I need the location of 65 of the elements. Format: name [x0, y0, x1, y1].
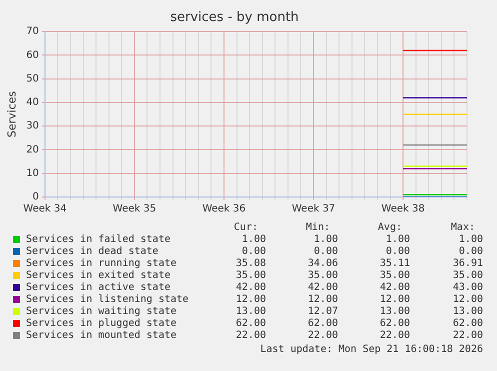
text: 1.00: [312, 234, 338, 245]
y-tick-label: 20: [26, 144, 39, 156]
text: Min:: [304, 222, 330, 233]
text: 12.00: [234, 294, 266, 305]
text: 12.00: [378, 294, 410, 305]
text: 0.00: [312, 246, 338, 257]
text: 35.00: [306, 270, 338, 281]
y-tick-label: 70: [26, 26, 39, 38]
legend-label: Services in dead state: [26, 246, 158, 257]
x-tick-label: Week 34: [23, 204, 67, 215]
x-tick-label: Week 36: [202, 204, 246, 215]
text: 34.06: [306, 258, 338, 269]
legend-label: Services in failed state: [26, 234, 170, 245]
text: 35.08: [234, 258, 266, 269]
text: 0.00: [384, 246, 410, 257]
text: 12.00: [306, 294, 338, 305]
chart-title: services - by month: [170, 10, 299, 26]
text: 0.00: [240, 246, 266, 257]
text: 62.00: [234, 318, 266, 329]
text: Last update: Mon Sep 21 16:00:18 2026: [260, 344, 483, 355]
text: 13.00: [452, 306, 483, 317]
text: 36.91: [452, 258, 483, 269]
text: 35.00: [452, 270, 483, 281]
legend-label: Services in exited state: [26, 270, 170, 281]
text: 1.00: [384, 234, 410, 245]
legend-label: Services in waiting state: [26, 306, 177, 317]
text: 22.00: [306, 330, 338, 341]
text: 13.00: [234, 306, 266, 317]
text: 13.00: [378, 306, 410, 317]
y-tick-label: 30: [26, 120, 39, 132]
y-tick-label: 0: [32, 192, 39, 203]
x-tick-label: Week 38: [381, 204, 425, 215]
text: 35.00: [234, 270, 266, 281]
text: 62.00: [452, 318, 483, 329]
legend-label: Services in running state: [26, 258, 177, 269]
y-tick-label: 60: [26, 50, 39, 61]
text: 12.00: [452, 294, 483, 305]
text: 22.00: [378, 330, 410, 341]
text: 62.00: [306, 318, 338, 329]
y-axis-title: Services: [5, 90, 18, 138]
text: 35.00: [378, 270, 410, 281]
text: 42.00: [378, 282, 410, 293]
text: Avg:: [376, 222, 402, 233]
text: 43.00: [452, 282, 483, 293]
text: 1.00: [458, 234, 483, 245]
text: 42.00: [306, 282, 338, 293]
text: 22.00: [234, 330, 266, 341]
text: 12.07: [306, 306, 338, 317]
text: 1.00: [240, 234, 266, 245]
x-tick-label: Week 35: [112, 204, 156, 215]
text: Cur:: [232, 222, 258, 233]
legend-label: Services in active state: [26, 282, 170, 293]
y-tick-label: 50: [26, 73, 39, 84]
y-tick-label: 10: [26, 168, 39, 179]
x-tick-label: Week 37: [292, 204, 336, 215]
legend-label: Services in plugged state: [26, 318, 177, 329]
legend-label: Services in mounted state: [26, 330, 177, 341]
legend-label: Services in listening state: [26, 294, 189, 305]
text: 62.00: [378, 318, 410, 329]
y-tick-label: 40: [26, 97, 39, 108]
text: Max:: [450, 222, 475, 233]
text: 0.00: [458, 246, 483, 257]
text: 35.11: [378, 258, 410, 269]
text: 42.00: [234, 282, 266, 293]
text: 22.00: [452, 330, 483, 341]
